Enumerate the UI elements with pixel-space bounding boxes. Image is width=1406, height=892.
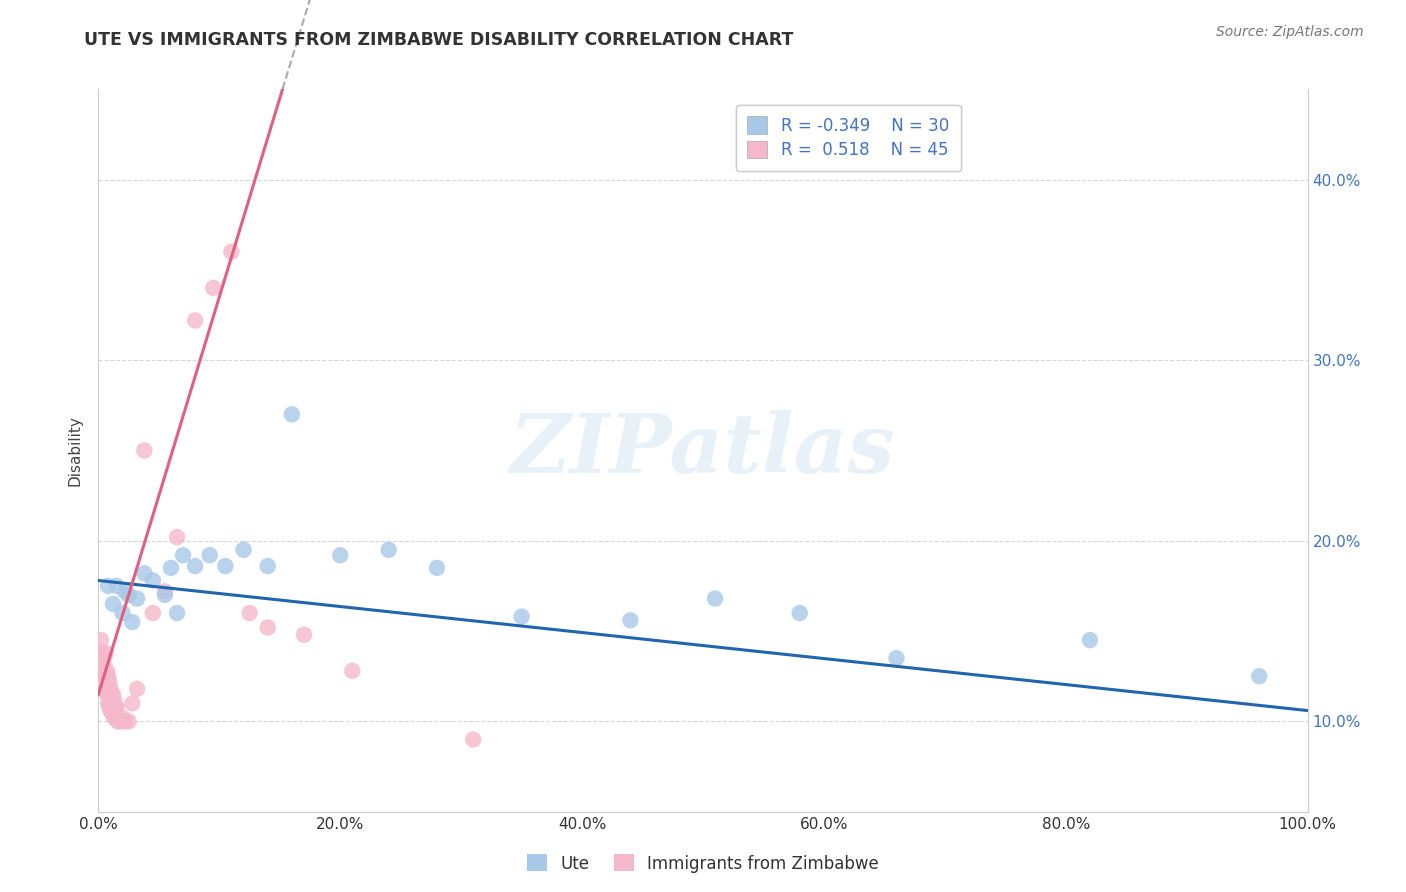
Point: [166, 606, 188, 620]
Point: [101, 706, 124, 720]
Point: [127, 591, 149, 606]
Point: [91, 646, 114, 660]
Point: [105, 700, 128, 714]
Point: [463, 732, 485, 747]
Point: [172, 548, 194, 562]
Text: ZIPatlas: ZIPatlas: [510, 410, 896, 491]
Point: [97, 669, 120, 683]
Point: [91, 681, 114, 696]
Point: [103, 692, 125, 706]
Point: [96, 687, 118, 701]
Point: [166, 530, 188, 544]
Point: [94, 669, 117, 683]
Point: [789, 606, 811, 620]
Point: [510, 609, 533, 624]
Point: [91, 657, 114, 671]
Text: Source: ZipAtlas.com: Source: ZipAtlas.com: [1216, 25, 1364, 39]
Point: [134, 443, 156, 458]
Point: [91, 674, 114, 689]
Point: [100, 706, 122, 720]
Point: [98, 700, 121, 714]
Point: [118, 714, 141, 729]
Point: [104, 700, 127, 714]
Point: [93, 678, 115, 692]
Point: [142, 574, 165, 588]
Point: [134, 566, 156, 581]
Point: [256, 559, 278, 574]
Point: [107, 714, 129, 729]
Point: [342, 664, 364, 678]
Point: [377, 542, 399, 557]
Point: [160, 561, 183, 575]
Point: [100, 687, 122, 701]
Point: [121, 697, 143, 711]
Point: [103, 711, 125, 725]
Point: [94, 646, 117, 660]
Point: [105, 579, 128, 593]
Point: [96, 664, 118, 678]
Point: [256, 620, 278, 634]
Point: [100, 681, 122, 696]
Point: [426, 561, 449, 575]
Point: [329, 548, 352, 562]
Point: [153, 584, 176, 599]
Point: [127, 681, 149, 696]
Point: [93, 649, 115, 664]
Point: [90, 633, 112, 648]
Point: [281, 407, 304, 421]
Point: [108, 714, 131, 729]
Point: [98, 674, 121, 689]
Point: [114, 714, 136, 729]
Point: [101, 597, 124, 611]
Point: [111, 606, 134, 620]
Point: [184, 559, 207, 574]
Point: [142, 606, 165, 620]
Point: [101, 687, 124, 701]
Text: UTE VS IMMIGRANTS FROM ZIMBABWE DISABILITY CORRELATION CHART: UTE VS IMMIGRANTS FROM ZIMBABWE DISABILI…: [84, 31, 794, 49]
Point: [1078, 633, 1101, 648]
Point: [1249, 669, 1271, 683]
Point: [214, 559, 236, 574]
Point: [202, 281, 225, 295]
Y-axis label: Disability: Disability: [67, 415, 83, 486]
Point: [121, 615, 143, 629]
Point: [619, 613, 641, 627]
Point: [97, 697, 120, 711]
Point: [97, 579, 120, 593]
Point: [239, 606, 262, 620]
Point: [886, 651, 908, 665]
Point: [704, 591, 727, 606]
Point: [114, 584, 136, 599]
Legend: R = -0.349    N = 30, R =  0.518    N = 45: R = -0.349 N = 30, R = 0.518 N = 45: [735, 104, 960, 171]
Point: [111, 711, 134, 725]
Legend: Ute, Immigrants from Zimbabwe: Ute, Immigrants from Zimbabwe: [520, 847, 886, 880]
Point: [198, 548, 221, 562]
Point: [184, 313, 207, 327]
Point: [153, 588, 176, 602]
Point: [292, 628, 315, 642]
Point: [100, 704, 122, 718]
Point: [90, 660, 112, 674]
Point: [221, 244, 243, 259]
Point: [232, 542, 254, 557]
Point: [118, 588, 141, 602]
